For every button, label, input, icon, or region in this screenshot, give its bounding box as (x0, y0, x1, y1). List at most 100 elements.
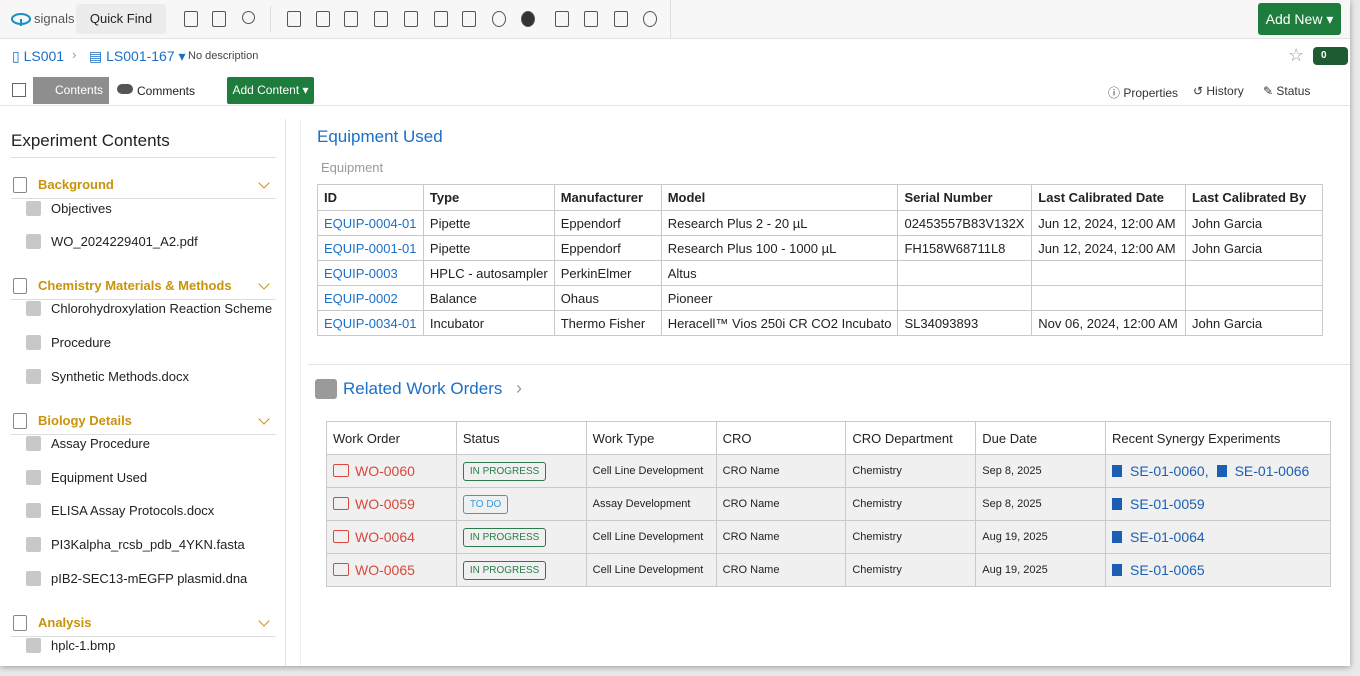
experiment-link[interactable]: SE-01-0059 (1112, 496, 1205, 512)
item-icon (26, 503, 41, 518)
tool-icon[interactable] (344, 11, 358, 27)
cell-text: SL34093893 (904, 316, 978, 331)
quick-find[interactable]: Quick Find (76, 4, 166, 34)
cell (1032, 261, 1186, 286)
status-badge: IN PROGRESS (463, 462, 546, 481)
rule (308, 364, 1350, 365)
tool-icon[interactable] (555, 11, 569, 27)
item-icon (26, 369, 41, 384)
column-header: Model (661, 185, 898, 211)
equipment-subtitle: Equipment (321, 160, 383, 175)
cell: Sep 8, 2025 (976, 488, 1106, 521)
experiment-link[interactable]: SE-01-0065 (1112, 562, 1205, 578)
properties-label: Properties (1123, 86, 1178, 100)
tool-icon[interactable] (374, 11, 388, 27)
tool-icon[interactable] (184, 11, 198, 27)
cell-text: Eppendorf (561, 241, 621, 256)
cell: Pipette (423, 236, 554, 261)
work-order-row: WO-0064IN PROGRESSCell Line DevelopmentC… (327, 521, 1331, 554)
cell-text: Research Plus 100 - 1000 µL (668, 241, 837, 256)
cell-text: Chemistry (852, 465, 902, 477)
divider (670, 0, 671, 38)
work-orders-title[interactable]: Related Work Orders (343, 379, 502, 399)
tool-icon[interactable] (287, 11, 301, 27)
cell: Altus (661, 261, 898, 286)
equipment-id[interactable]: EQUIP-0034-01 (324, 316, 417, 331)
work-order-row: WO-0060 IN PROGRESS Cell Line Development C… (327, 455, 1331, 488)
tool-icon[interactable] (434, 11, 448, 27)
favorite-star[interactable]: ☆ (1288, 45, 1304, 66)
experiment-link[interactable]: SE-01-0064 (1112, 529, 1205, 545)
equipment-id[interactable]: EQUIP-0004-01 (324, 216, 417, 231)
tool-icon[interactable] (614, 11, 628, 27)
cell-text: Pioneer (668, 291, 713, 306)
properties-link[interactable]: ⓘ Properties (1108, 84, 1178, 101)
tool-icon[interactable] (643, 11, 657, 27)
panel-toggle[interactable] (12, 83, 26, 97)
cell-text: Assay Development (593, 498, 691, 510)
history-link[interactable]: ↺ History (1193, 84, 1244, 98)
tool-icon[interactable] (316, 11, 330, 27)
tool-icon[interactable] (492, 11, 506, 27)
section-header[interactable]: Chemistry Materials & Methods (11, 273, 276, 300)
cell: PerkinElmer (554, 261, 661, 286)
tool-icon[interactable] (212, 11, 226, 27)
contents-tab[interactable]: Contents (33, 77, 109, 104)
column-header: Type (423, 185, 554, 211)
project-link[interactable]: ▯ LS001 (12, 48, 64, 65)
chevron (258, 413, 269, 424)
cell: Sep 8, 2025 (976, 455, 1106, 488)
tool-icon[interactable] (242, 11, 255, 24)
item-icon (26, 335, 41, 350)
cell-text: Cell Line Development (593, 465, 704, 477)
cell: Chemistry (846, 554, 976, 587)
equipment-table: IDTypeManufacturerModelSerial NumberLast… (317, 184, 1323, 336)
tool-icon[interactable] (404, 11, 418, 27)
experiment-id: SE-01-0060, (1130, 463, 1209, 479)
item-name: Equipment Used (51, 468, 147, 488)
section-header[interactable]: Biology Details (11, 408, 276, 435)
logo-text: signals (34, 11, 74, 26)
equipment-id[interactable]: EQUIP-0002 (324, 291, 398, 306)
status-link[interactable]: ✎ Status (1263, 84, 1310, 98)
tool-icon[interactable] (584, 11, 598, 27)
add-new-button[interactable]: Add New ▾ (1258, 3, 1341, 35)
history-label: History (1206, 84, 1243, 98)
cell: EQUIP-0034-01 (318, 311, 424, 336)
section-header[interactable]: Background (11, 172, 276, 199)
cell: Eppendorf (554, 236, 661, 261)
item-icon (26, 301, 41, 316)
comments-tab[interactable]: Comments (137, 84, 195, 98)
section-header[interactable]: Analysis (11, 610, 276, 637)
work-order-id: WO-0064 (355, 529, 415, 545)
cell-text: PerkinElmer (561, 266, 632, 281)
experiment-icon (1112, 498, 1122, 510)
work-order-link[interactable]: WO-0059 (333, 496, 415, 512)
comment-badge[interactable]: 0 (1313, 47, 1348, 65)
experiment-link[interactable]: SE-01-0066 (1217, 463, 1310, 479)
add-content-label: Add Content (232, 83, 299, 97)
tool-icon[interactable] (462, 11, 476, 27)
cell: Chemistry (846, 488, 976, 521)
work-order-link[interactable]: WO-0065 (333, 562, 415, 578)
cell: Jun 12, 2024, 12:00 AM (1032, 211, 1186, 236)
equipment-id[interactable]: EQUIP-0003 (324, 266, 398, 281)
equipment-id[interactable]: EQUIP-0001-01 (324, 241, 417, 256)
experiment-link[interactable]: SE-01-0060, (1112, 463, 1209, 479)
item-icon (26, 436, 41, 451)
cell: Balance (423, 286, 554, 311)
cell: Research Plus 2 - 20 µL (661, 211, 898, 236)
experiment-link[interactable]: ▤ LS001-167 ▾ (89, 48, 186, 65)
work-order-link[interactable]: WO-0064 (333, 529, 415, 545)
cell-text: Chemistry (852, 531, 902, 543)
add-content-button[interactable]: Add Content ▾ (227, 77, 314, 104)
item-name: Objectives (51, 199, 112, 219)
cell: EQUIP-0002 (318, 286, 424, 311)
work-order-link[interactable]: WO-0060 (333, 463, 415, 479)
add-new-label: Add New (1266, 11, 1323, 27)
tool-icon[interactable] (521, 11, 535, 27)
cell-text: Ohaus (561, 291, 599, 306)
section-name: Chemistry Materials & Methods (38, 273, 232, 299)
column-header: Status (456, 422, 586, 455)
